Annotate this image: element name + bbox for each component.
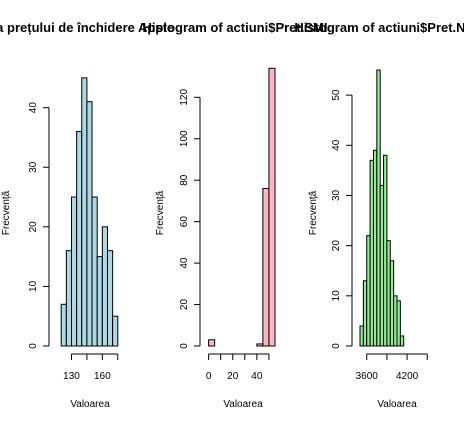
x-tick-label: 20 [227,371,239,382]
histogram-bar [101,226,108,347]
histogram-bar [268,67,276,347]
histogram-bar [60,303,67,347]
y-tick-label: 0 [179,343,190,349]
y-tick-label: 20 [28,221,39,233]
histogram-bar [96,256,103,347]
histogram-bar [70,196,78,347]
histogram-bar [383,154,388,347]
histogram-bar [366,235,371,347]
x-tick-label: 0 [206,371,212,382]
histogram-bar [65,250,72,347]
histogram-bar [399,335,405,347]
y-axis-label: Frecvență [155,190,166,235]
x-axis-label: Valoarea [70,399,110,410]
chart-title: Histogram of actiuni$Pret.SMI [143,20,328,35]
histogram-bar [112,315,119,347]
histogram-bar [379,184,385,347]
x-tick-label: 4200 [396,371,419,382]
histogram-bar [393,295,398,347]
y-axis-label: Frecvență [1,190,12,235]
y-tick-label: 0 [28,343,39,349]
x-tick-label: 40 [251,371,263,382]
y-tick-label: 50 [331,89,342,101]
y-tick-label: 0 [331,343,342,349]
histogram-bar [396,300,401,347]
y-tick-label: 40 [331,139,342,151]
histogram-bar [369,159,374,347]
chart-title: Histograma prețului de închidere Apple [0,20,174,35]
histogram-bar [389,260,395,347]
y-tick-label: 10 [28,280,39,292]
histogram-bar [256,343,264,347]
chart-title: Histogram of actiuni$Pret.NDX [294,20,464,35]
histogram-bar [362,280,368,347]
histogram-bar [359,325,364,347]
histogram-panel-3: Histogram of actiuni$Pret.NDX 0 10 20 30 40 50… [294,20,464,410]
histogram-bar [376,69,381,347]
y-tick-label: 40 [179,257,190,269]
x-axis-label: Valoarea [223,399,263,410]
histogram-bar [262,187,270,347]
y-tick-label: 10 [331,290,342,302]
histogram-bar [106,250,114,347]
x-tick-label: 160 [94,371,111,382]
histogram-panel-2: Histogram of actiuni$Pret.SMI 0 20 40 60 80 10… [143,20,328,410]
y-axis-label: Frecvență [308,190,319,235]
histogram-bar [81,77,88,347]
histogram-bar [372,149,378,347]
y-tick-label: 80 [179,174,190,186]
y-tick-label: 40 [28,102,39,114]
x-tick-label: 3600 [356,371,379,382]
x-axis-label: Valoarea [377,399,417,410]
histogram-bar [76,131,83,347]
histogram-bar [386,240,391,347]
histogram-bar [208,339,216,347]
y-tick-label: 120 [179,89,190,106]
histogram-bar [86,101,93,347]
y-tick-label: 100 [179,130,190,147]
y-tick-label: 30 [28,161,39,173]
histogram-panel-1: Histograma prețului de închidere Apple 0 1… [0,20,174,410]
x-tick-label: 130 [63,371,80,382]
y-tick-label: 30 [331,189,342,201]
y-tick-label: 20 [179,299,190,311]
y-tick-label: 60 [179,216,190,228]
y-tick-label: 20 [331,240,342,252]
histogram-bar [91,196,98,347]
